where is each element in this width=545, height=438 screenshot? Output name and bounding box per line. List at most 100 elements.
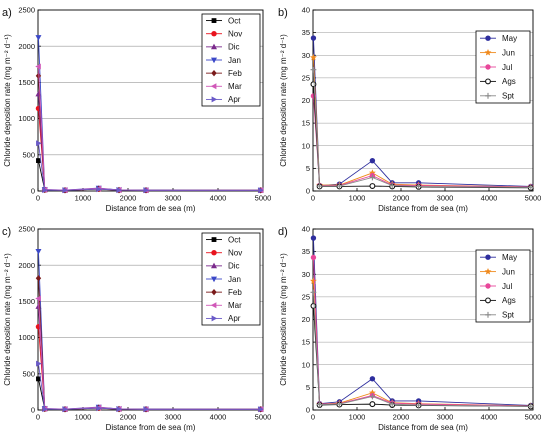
data-point-spt <box>415 402 422 408</box>
legend-marker <box>485 297 491 304</box>
data-point-spt <box>316 183 323 189</box>
x-tick-label: 4000 <box>481 194 498 203</box>
legend-label: Jan <box>228 56 241 65</box>
y-tick-label: 25 <box>302 73 310 82</box>
x-tick-label: 5000 <box>255 194 272 203</box>
legend-marker <box>485 64 491 70</box>
x-tick-label: 2000 <box>393 194 410 203</box>
data-point-spt <box>527 403 534 410</box>
data-point-apr <box>143 406 150 413</box>
x-axis-label: Distance from de sea (m) <box>106 423 196 432</box>
legend-label: Jul <box>502 282 512 291</box>
legend-label: Ags <box>502 296 516 305</box>
x-tick-label: 5000 <box>525 194 542 203</box>
plot-frame <box>37 228 264 411</box>
y-tick-label: 1000 <box>18 333 35 342</box>
y-tick-label: 15 <box>302 338 310 347</box>
x-tick-label: 1000 <box>75 194 92 203</box>
data-point-spt <box>527 184 534 191</box>
y-tick-label: 15 <box>302 119 310 128</box>
legend-marker <box>211 43 217 50</box>
data-point-mar <box>35 63 41 70</box>
y-tick-label: 0 <box>306 187 310 196</box>
legend-marker <box>210 302 217 309</box>
data-point-spt <box>415 183 422 190</box>
x-tick-label: 5000 <box>525 413 542 422</box>
x-axis-label: Distance from de sea (m) <box>378 423 468 432</box>
x-tick-label: 3000 <box>165 194 182 203</box>
legend-marker <box>211 96 218 103</box>
legend-label: Jun <box>502 48 515 57</box>
legend-marker <box>485 78 491 85</box>
y-tick-label: 2000 <box>18 42 35 51</box>
x-tick-label: 2000 <box>120 413 137 422</box>
y-tick-label: 10 <box>302 141 310 150</box>
data-point-jul <box>310 254 317 261</box>
data-point-apr <box>143 187 150 194</box>
legend-label: Feb <box>228 69 242 78</box>
series-line-dic <box>38 93 261 191</box>
data-point-spt <box>369 174 376 181</box>
panel-label: d) <box>278 226 288 238</box>
y-tick-label: 500 <box>22 150 35 159</box>
legend-label: Apr <box>228 95 241 104</box>
legend-label: Nov <box>228 30 242 39</box>
y-tick-label: 1500 <box>18 297 35 306</box>
legend-label: May <box>502 253 517 262</box>
data-point-spt <box>336 183 343 189</box>
legend-marker <box>484 49 492 56</box>
data-point-feb <box>35 275 42 282</box>
legend-label: Mar <box>228 301 242 310</box>
data-point-may <box>369 157 376 164</box>
legend-marker <box>484 268 492 275</box>
series-line-oct <box>38 378 261 410</box>
panel-label: b) <box>278 7 288 19</box>
data-point-apr <box>258 187 264 194</box>
data-point-spt <box>316 401 323 408</box>
series-line-oct <box>38 160 261 191</box>
y-tick-label: 35 <box>302 28 310 37</box>
x-tick-label: 3000 <box>437 194 454 203</box>
data-point-feb <box>35 72 42 80</box>
series-line-nov <box>38 108 261 191</box>
series-line-nov <box>38 326 261 410</box>
data-point-apr <box>96 405 102 412</box>
x-tick-label: 3000 <box>165 413 182 422</box>
data-point-oct <box>36 158 41 163</box>
data-point-apr <box>62 406 69 413</box>
panel-d: 0 5 10 15 20 25 30 35 40 0 1000 2000 3000 4000 5000 Dis… <box>278 225 541 432</box>
x-tick-label: 3000 <box>437 413 454 422</box>
legend-marker <box>211 288 217 296</box>
data-point-apr <box>116 406 123 413</box>
data-point-ags <box>369 401 376 408</box>
x-tick-label: 5000 <box>255 413 272 422</box>
legend-label: Oct <box>228 235 241 244</box>
x-tick-label: 4000 <box>210 194 227 203</box>
data-point-spt <box>369 393 376 400</box>
data-point-jan <box>35 249 42 255</box>
panel-b: 0 5 10 15 20 25 30 35 40 0 1000 2000 3000 4000 5000 Dis… <box>278 6 541 213</box>
y-tick-label: 0 <box>31 187 35 196</box>
legend-label: Spt <box>502 92 515 101</box>
data-point-spt <box>336 401 343 408</box>
legend-label: Dic <box>228 43 240 52</box>
data-point-apr <box>96 186 102 193</box>
panel-label: a) <box>2 7 12 19</box>
x-tick-label: 4000 <box>481 413 498 422</box>
x-tick-label: 1000 <box>349 413 366 422</box>
y-tick-label: 2500 <box>18 6 35 15</box>
y-tick-label: 500 <box>22 369 35 378</box>
legend-label: Jun <box>502 267 515 276</box>
legend-label: Jan <box>228 275 241 284</box>
legend-label: Apr <box>228 314 241 323</box>
legend-marker <box>211 237 217 242</box>
x-axis-label: Distance from de sea (m) <box>378 204 468 213</box>
y-tick-label: 1500 <box>18 78 35 87</box>
legend-label: Feb <box>228 288 242 297</box>
y-axis-label: Chloride deposition rate (mg m⁻² d⁻¹) <box>279 34 288 167</box>
x-tick-label: 2000 <box>393 413 410 422</box>
y-tick-label: 2500 <box>18 225 35 234</box>
series-line-apr <box>38 143 261 191</box>
data-point-ags <box>310 81 317 88</box>
